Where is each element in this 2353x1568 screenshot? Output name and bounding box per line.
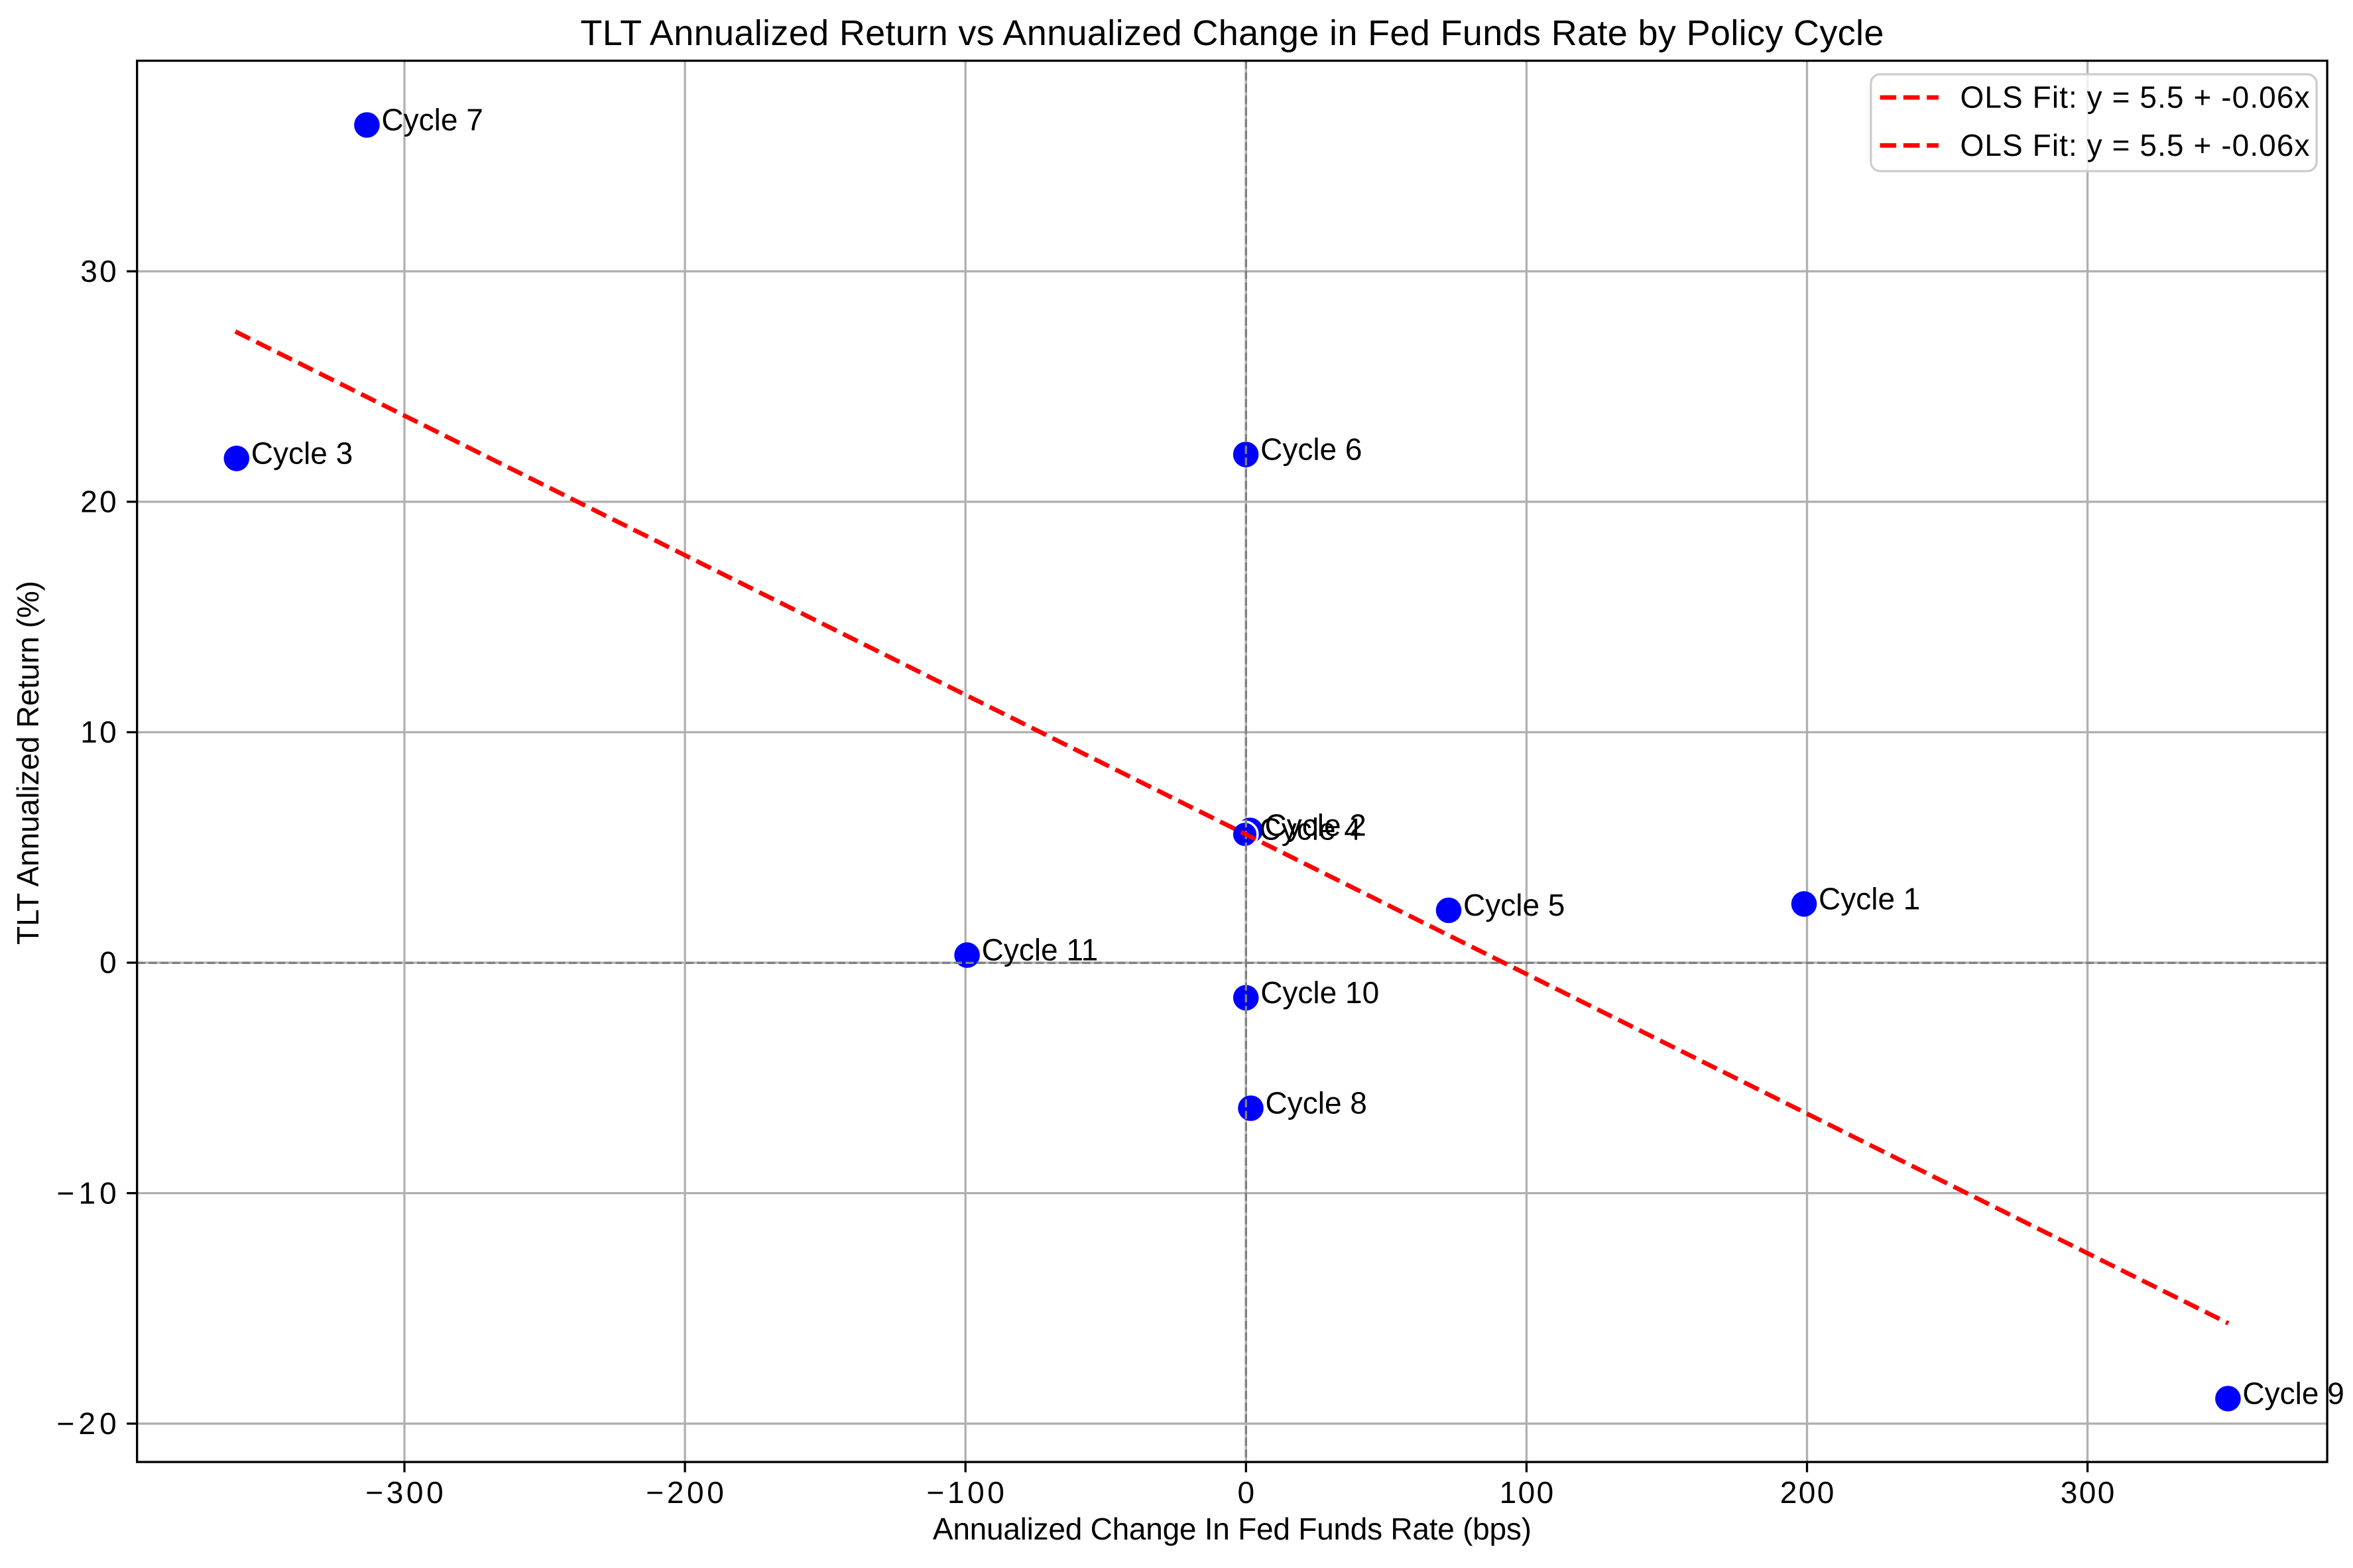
svg-text:OLS Fit: y = 5.5 + -0.06x: OLS Fit: y = 5.5 + -0.06x <box>1961 80 2310 115</box>
svg-text:TLT Annualized Return (%): TLT Annualized Return (%) <box>11 581 45 945</box>
svg-text:0: 0 <box>1238 1475 1255 1510</box>
svg-text:Cycle 11: Cycle 11 <box>982 933 1099 967</box>
svg-text:Cycle 6: Cycle 6 <box>1260 432 1362 467</box>
svg-text:Cycle 1: Cycle 1 <box>1819 881 1920 916</box>
svg-text:Cycle 7: Cycle 7 <box>381 103 483 137</box>
svg-text:300: 300 <box>2061 1475 2115 1510</box>
svg-text:Cycle 3: Cycle 3 <box>251 436 353 470</box>
svg-text:Cycle 9: Cycle 9 <box>2242 1376 2344 1411</box>
svg-text:−20: −20 <box>57 1406 117 1441</box>
svg-text:Annualized Change In Fed Funds: Annualized Change In Fed Funds Rate (bps… <box>933 1512 1532 1546</box>
svg-text:Cycle 5: Cycle 5 <box>1463 888 1565 922</box>
svg-text:0: 0 <box>99 945 117 980</box>
svg-text:100: 100 <box>1500 1475 1554 1510</box>
svg-text:Cycle 2: Cycle 2 <box>1265 808 1366 843</box>
svg-text:Cycle 10: Cycle 10 <box>1260 975 1379 1010</box>
svg-text:200: 200 <box>1780 1475 1835 1510</box>
svg-text:Cycle 4: Cycle 4 <box>1260 812 1361 847</box>
svg-text:−10: −10 <box>57 1176 117 1210</box>
svg-text:TLT Annualized Return vs Annua: TLT Annualized Return vs Annualized Chan… <box>580 13 1884 53</box>
svg-text:Cycle 8: Cycle 8 <box>1266 1086 1367 1120</box>
svg-text:OLS Fit: y = 5.5 + -0.06x: OLS Fit: y = 5.5 + -0.06x <box>1961 128 2310 162</box>
